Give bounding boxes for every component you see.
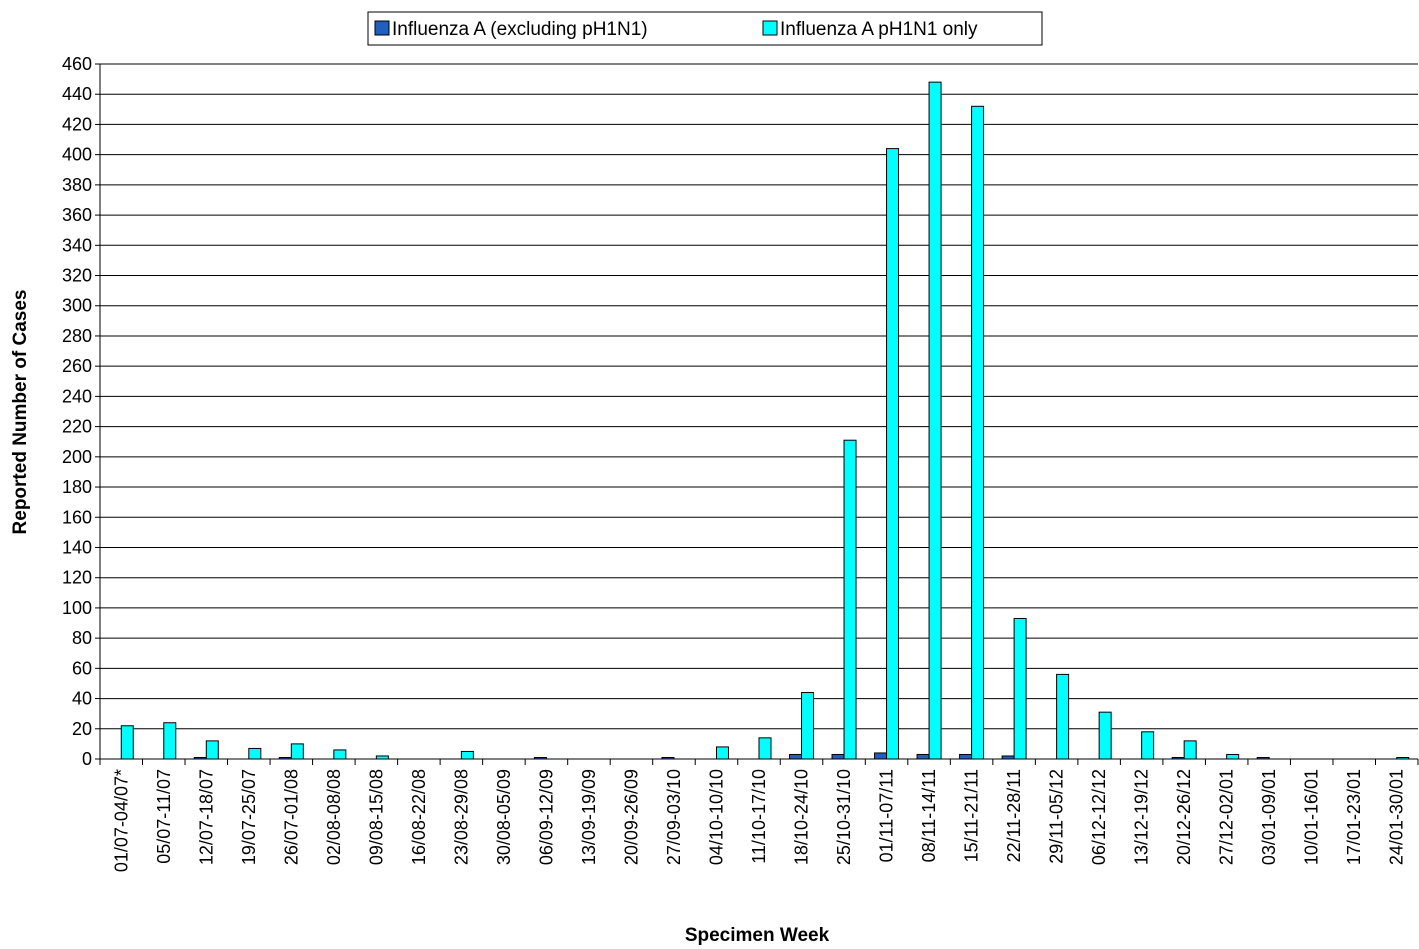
bar-influenza-a-ph1n1: [758, 737, 772, 760]
bar-influenza-a-ph1n1: [971, 105, 985, 760]
y-tick-label: 380: [62, 175, 92, 195]
bar-influenza-a-excl-ph1n1: [874, 752, 888, 760]
x-tick-label: 23/08-29/08: [451, 769, 471, 865]
bar-influenza-a-ph1n1: [290, 743, 304, 760]
x-tick-label: 06/09-12/09: [536, 769, 556, 865]
x-tick-label: 13/09-19/09: [579, 769, 599, 865]
axes: [99, 64, 1418, 760]
x-tick-label: 26/07-01/08: [281, 769, 301, 865]
y-tick-label: 60: [72, 658, 92, 678]
y-tick-label: 120: [62, 568, 92, 588]
y-tick-label: 140: [62, 537, 92, 557]
x-tick-label: 01/11-07/11: [877, 769, 897, 862]
y-tick-label: 420: [62, 114, 92, 134]
x-tick-label: 27/09-03/10: [664, 769, 684, 865]
y-tick-label: 360: [62, 205, 92, 225]
bar-influenza-a-ph1n1: [1141, 731, 1155, 760]
bar-influenza-a-ph1n1: [1056, 673, 1070, 760]
y-tick-label: 0: [82, 749, 92, 769]
bar-influenza-a-ph1n1: [120, 725, 134, 760]
legend-label-series-1: Influenza A pH1N1 only: [780, 19, 978, 40]
bar-influenza-a-ph1n1: [205, 740, 219, 760]
x-tick-label: 29/11-05/12: [1047, 769, 1067, 864]
bar-influenza-a-ph1n1: [163, 722, 177, 760]
bar-influenza-a-ph1n1: [801, 692, 815, 760]
bar-influenza-a-ph1n1: [843, 439, 857, 760]
x-tick-label: 09/08-15/08: [366, 769, 386, 865]
bar-influenza-a-excl-ph1n1: [959, 753, 973, 760]
legend-swatch-series-1: [762, 20, 778, 36]
y-tick-label: 460: [62, 54, 92, 74]
bar-influenza-a-ph1n1: [248, 747, 262, 760]
y-tick-label: 100: [62, 598, 92, 618]
bar-influenza-a-ph1n1: [1183, 740, 1197, 760]
y-tick-label: 280: [62, 326, 92, 346]
x-axis-title: Specimen Week: [685, 925, 830, 946]
bar-influenza-a-ph1n1: [1226, 753, 1240, 760]
bar-influenza-a-ph1n1: [1098, 711, 1112, 760]
x-tick-label: 27/12-02/01: [1217, 769, 1237, 865]
x-tick-label: 20/12-26/12: [1174, 769, 1194, 865]
x-tick-label: 20/09-26/09: [621, 769, 641, 865]
x-tick-label: 01/07-04/07*: [111, 769, 131, 872]
y-tick-label: 80: [72, 628, 92, 648]
x-tick-label: 15/11-21/11: [962, 769, 982, 862]
x-tick-label: 17/01-23/01: [1344, 769, 1364, 865]
bar-influenza-a-ph1n1: [928, 81, 942, 760]
x-tick-label: 02/08-08/08: [324, 769, 344, 865]
y-tick-label: 320: [62, 266, 92, 286]
bar-influenza-a-ph1n1: [333, 749, 347, 760]
bar-influenza-a-ph1n1: [1013, 617, 1027, 760]
x-tick-label: 30/08-05/09: [494, 769, 514, 865]
y-tick-label: 40: [72, 689, 92, 709]
x-tick-label: 25/10-31/10: [834, 769, 854, 865]
y-tick-label: 20: [72, 719, 92, 739]
x-tick-label: 05/07-11/07: [154, 769, 174, 864]
x-tick-label: 08/11-14/11: [919, 769, 939, 862]
bar-influenza-a-ph1n1: [715, 746, 729, 760]
y-tick-label: 340: [62, 235, 92, 255]
y-tick-label: 180: [62, 477, 92, 497]
x-tick-label: 22/11-28/11: [1004, 769, 1024, 862]
y-tick-label: 220: [62, 417, 92, 437]
bars: [120, 81, 1410, 760]
x-tick-label: 10/01-16/01: [1302, 769, 1322, 865]
x-tick-label: 11/10-17/10: [749, 769, 769, 864]
bar-influenza-a-ph1n1: [886, 148, 900, 760]
legend-label-series-0: Influenza A (excluding pH1N1): [392, 19, 648, 40]
x-axis-ticks: 01/07-04/07* 05/07-11/07 12/07-18/07 19/07-…: [99, 759, 1419, 872]
legend-swatch-series-0: [374, 20, 390, 36]
y-tick-label: 160: [62, 507, 92, 527]
bar-influenza-a-excl-ph1n1: [831, 753, 845, 760]
x-tick-label: 24/01-30/01: [1387, 769, 1407, 865]
legend-box: [367, 11, 1043, 46]
x-tick-label: 19/07-25/07: [239, 769, 259, 865]
y-tick-label: 440: [62, 84, 92, 104]
y-axis-title: Reported Number of Cases: [10, 290, 31, 535]
x-tick-label: 03/01-09/01: [1259, 769, 1279, 865]
x-tick-label: 16/08-22/08: [409, 769, 429, 865]
x-tick-label: 18/10-24/10: [792, 769, 812, 865]
y-axis-ticks: 0 20 40 60 80 100 120 140 160 180 200 220 240 260 280 3…: [62, 54, 100, 769]
x-tick-label: 04/10-10/10: [706, 769, 726, 865]
x-tick-label: 13/12-19/12: [1132, 769, 1152, 865]
bar-influenza-a-excl-ph1n1: [916, 753, 930, 760]
y-tick-label: 300: [62, 296, 92, 316]
legend: Influenza A (excluding pH1N1) Influenza …: [367, 11, 1043, 46]
bar-influenza-a-ph1n1: [460, 750, 474, 760]
x-tick-label: 12/07-18/07: [196, 769, 216, 865]
y-tick-label: 200: [62, 447, 92, 467]
bar-influenza-a-excl-ph1n1: [789, 753, 803, 760]
y-tick-label: 260: [62, 356, 92, 376]
y-tick-label: 240: [62, 386, 92, 406]
y-tick-label: 400: [62, 145, 92, 165]
x-tick-label: 06/12-12/12: [1089, 769, 1109, 865]
gridlines: [100, 63, 1418, 730]
